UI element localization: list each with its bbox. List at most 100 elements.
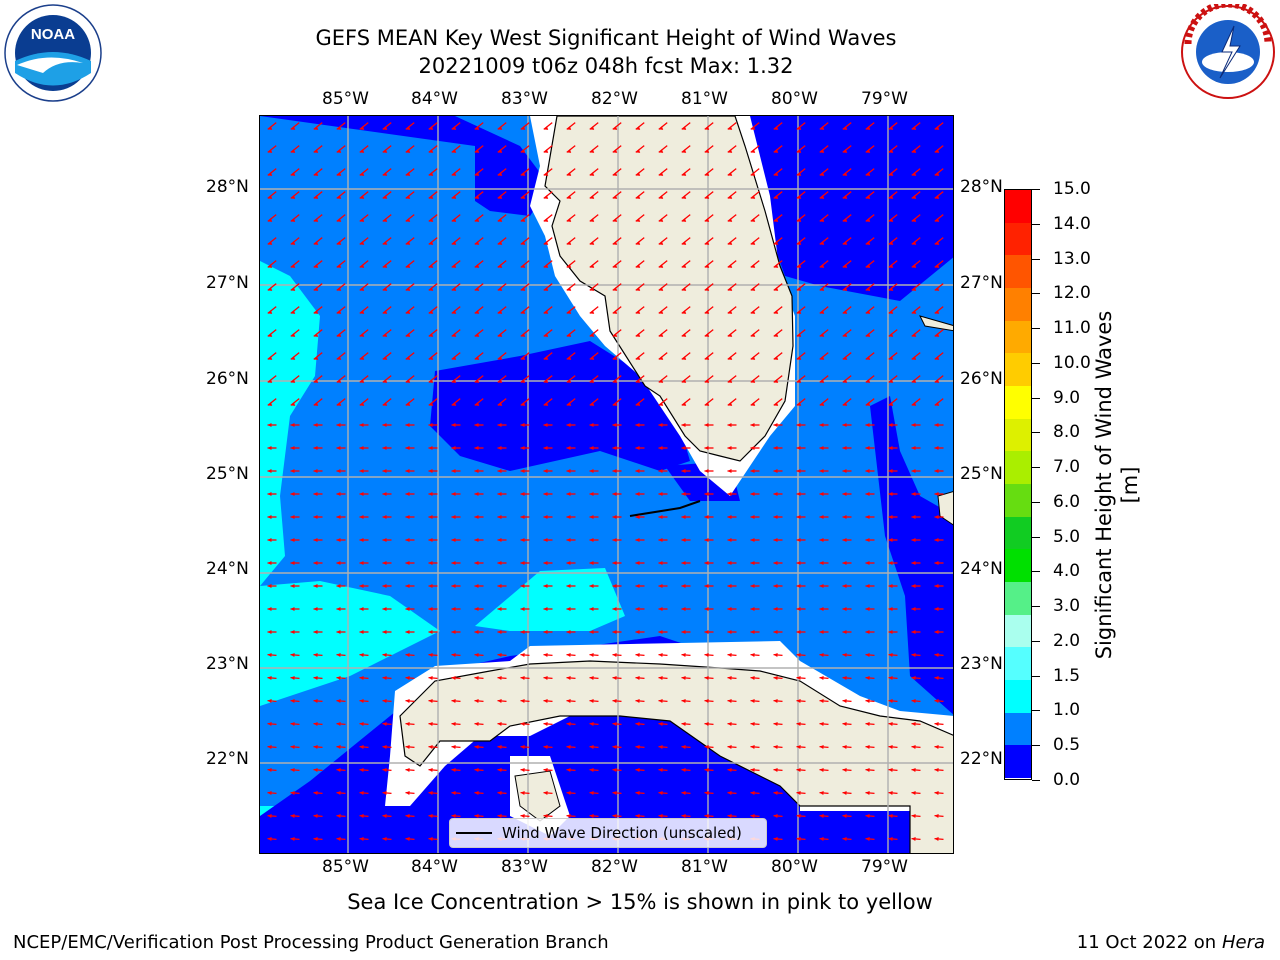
wave-arrow-head: [612, 538, 617, 542]
wave-arrow-head: [612, 584, 617, 588]
wave-arrow-head: [405, 446, 410, 450]
wave-arrow-head: [290, 744, 295, 749]
wave-arrow-head: [796, 836, 801, 841]
wave-arrow-head: [681, 264, 687, 268]
colorbar-segment: [1005, 679, 1031, 713]
wave-arrow-head: [405, 584, 410, 588]
wave-arrow-head: [474, 172, 480, 176]
wave-arrow-head: [497, 423, 502, 427]
wave-arrow-head: [796, 630, 801, 634]
colorbar-tick-label: 1.5: [1053, 665, 1081, 686]
wave-arrow-head: [497, 195, 503, 199]
lat-tick-label: 25°N: [960, 464, 1003, 484]
wave-arrow-head: [566, 218, 572, 222]
wave-arrow-head: [520, 241, 526, 245]
wave-arrow-head: [750, 218, 756, 222]
wave-arrow-head: [589, 379, 595, 383]
wave-arrow-head: [773, 744, 778, 749]
wave-arrow-head: [658, 675, 663, 680]
colorbar-segment: [1005, 418, 1031, 452]
wave-arrow-head: [750, 790, 755, 795]
wave-arrow-head: [612, 698, 617, 703]
wave-arrow-head: [865, 264, 871, 268]
wave-arrow-head: [704, 195, 710, 199]
wave-arrow-head: [819, 402, 825, 406]
wave-arrow-head: [612, 172, 618, 176]
map-canvas: [260, 116, 953, 853]
wave-arrow-head: [681, 675, 686, 680]
wave-arrow-head: [382, 149, 388, 153]
wave-arrow-head: [405, 469, 410, 473]
wave-arrow-head: [290, 149, 296, 153]
wave-arrow-head: [267, 218, 273, 222]
wave-arrow-head: [658, 698, 663, 703]
wave-arrow-head: [474, 264, 480, 268]
wave-arrow-head: [796, 423, 801, 427]
wave-arrow-head: [405, 721, 410, 726]
wave-arrow-head: [819, 813, 824, 818]
wave-arrow-head: [520, 287, 526, 291]
wave-arrow-head: [382, 241, 388, 245]
wave-arrow-head: [382, 264, 388, 268]
colorbar-segment: [1005, 581, 1031, 615]
wave-arrow-head: [773, 675, 778, 680]
wave-arrow-head: [428, 469, 433, 473]
wave-arrow-head: [635, 492, 640, 496]
wave-arrow-head: [658, 744, 663, 749]
wave-arrow-head: [727, 356, 733, 360]
wave-arrow-head: [819, 264, 825, 268]
wave-arrow-head: [727, 195, 733, 199]
wave-arrow-head: [819, 652, 824, 657]
colorbar-tick-label: 9.0: [1053, 387, 1081, 408]
wave-arrow-head: [888, 652, 893, 657]
wave-arrow-head: [589, 607, 594, 611]
svg-text:NOAA: NOAA: [31, 26, 75, 43]
lon-tick-label: 85°W: [322, 89, 369, 109]
wave-arrow-head: [359, 607, 364, 611]
wave-arrow-head: [405, 356, 411, 360]
wave-arrow-head: [497, 310, 503, 314]
colorbar-segment: [1005, 712, 1031, 746]
lat-tick-label: 24°N: [206, 559, 249, 579]
wave-arrow-head: [888, 333, 894, 337]
wave-arrow-head: [566, 379, 572, 383]
colorbar-segment: [1005, 287, 1031, 321]
wave-arrow-head: [474, 469, 479, 473]
wave-arrow-head: [911, 446, 916, 450]
wave-arrow-head: [451, 767, 456, 772]
wave-arrow-head: [796, 492, 801, 496]
wave-arrow-head: [681, 538, 686, 542]
wave-arrow-head: [497, 561, 502, 565]
wave-arrow-head: [842, 813, 847, 818]
wave-arrow-head: [428, 790, 433, 795]
wave-arrow-head: [888, 195, 894, 199]
wave-arrow-head: [819, 218, 825, 222]
colorbar-tick-label: 7.0: [1053, 457, 1081, 478]
wave-arrow-head: [428, 172, 434, 176]
wave-arrow-head: [382, 446, 387, 450]
wave-arrow-head: [497, 652, 502, 657]
wave-arrow-head: [589, 584, 594, 588]
wave-arrow-head: [589, 561, 594, 565]
wave-arrow-head: [773, 790, 778, 795]
wave-arrow-head: [658, 423, 663, 427]
wave-arrow-head: [750, 538, 755, 542]
wave-arrow-head: [681, 379, 687, 383]
colorbar-tick-mark: [1032, 293, 1040, 295]
wave-arrow-head: [704, 790, 709, 795]
wave-arrow-head: [819, 630, 824, 634]
wave-arrow-head: [566, 721, 571, 726]
wave-arrow-head: [934, 287, 940, 291]
wave-arrow-head: [681, 790, 686, 795]
wave-arrow-head: [612, 264, 618, 268]
wave-arrow-head: [451, 492, 456, 496]
wave-arrow-head: [290, 836, 295, 841]
wave-arrow-head: [681, 607, 686, 611]
wave-arrow-head: [911, 402, 917, 406]
wave-arrow-head: [635, 423, 640, 427]
wave-arrow-head: [336, 675, 341, 680]
wave-arrow-head: [704, 333, 710, 337]
wave-arrow-head: [727, 172, 733, 176]
wave-arrow-head: [865, 379, 871, 383]
wave-arrow-head: [290, 790, 295, 795]
